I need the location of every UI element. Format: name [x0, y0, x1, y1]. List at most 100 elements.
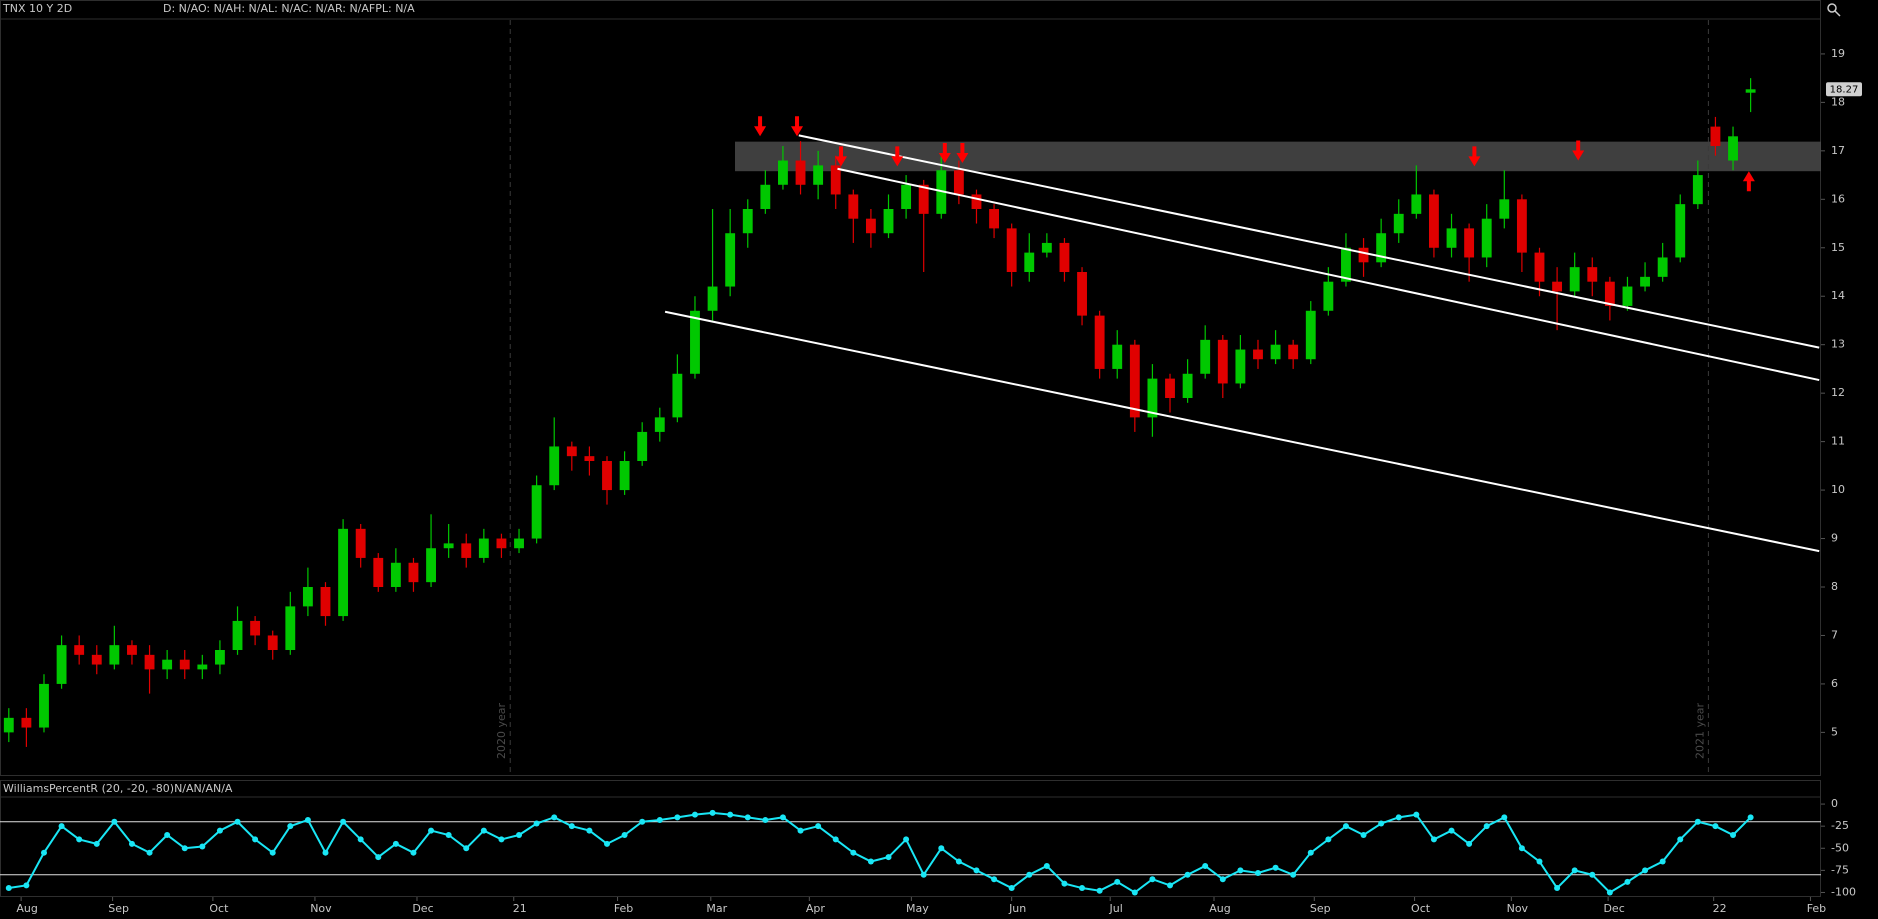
signal-arrow — [1468, 146, 1481, 167]
indicator-point — [76, 836, 83, 843]
indicator-point — [973, 867, 980, 874]
y-tick-label: 13 — [1831, 338, 1845, 351]
candle-body — [1041, 242, 1052, 253]
indicator-point — [1536, 858, 1543, 865]
candle-body — [285, 606, 296, 650]
y-tick-label: 16 — [1831, 192, 1845, 205]
indicator-point — [516, 832, 523, 839]
indicator-point — [815, 823, 822, 830]
x-tick-label: Dec — [412, 902, 433, 915]
indicator-point — [551, 814, 558, 821]
candle-body — [971, 194, 982, 209]
indicator-point — [1342, 823, 1349, 830]
candle-body — [514, 538, 524, 549]
candle-body — [1481, 218, 1492, 258]
indicator-point — [1360, 832, 1367, 839]
indicator-point — [1061, 880, 1068, 887]
chart-title: TNX 10 Y 2D — [2, 2, 72, 15]
candle-body — [3, 717, 14, 733]
candle-body — [1411, 194, 1422, 214]
candle-body — [56, 645, 67, 684]
candle-body — [197, 664, 208, 670]
indicator-point — [1167, 882, 1174, 889]
y-tick-label: 12 — [1831, 386, 1845, 399]
candle-body — [1323, 281, 1334, 311]
x-tick-label: Aug — [16, 902, 37, 915]
candle-body — [1094, 315, 1105, 369]
indicator-line — [8, 811, 1752, 894]
indicator-point — [146, 849, 153, 856]
candle-body — [232, 620, 243, 650]
candle-body — [1147, 378, 1158, 418]
x-tick-label: 22 — [1713, 902, 1727, 915]
candle-body — [355, 528, 366, 558]
indicator-point — [1518, 845, 1525, 852]
candle-body — [1182, 373, 1193, 398]
indicator-point — [832, 836, 839, 843]
candle-body — [918, 184, 929, 214]
chart-subtitle: D: N/AO: N/AH: N/AL: N/AC: N/AR: N/AFPL:… — [163, 2, 415, 15]
indicator-point — [5, 885, 12, 892]
y-tick-label: 11 — [1831, 435, 1845, 448]
indicator-frame — [0, 780, 1821, 897]
candle-body — [672, 373, 683, 418]
indicator-point — [410, 849, 417, 856]
indicator-point — [604, 840, 610, 847]
y-tick-label: 17 — [1831, 144, 1845, 157]
candle-body — [162, 659, 173, 670]
indicator-point — [885, 854, 892, 861]
indicator-point — [920, 871, 927, 878]
candle-body — [109, 645, 120, 665]
candle-body — [690, 310, 700, 374]
candle-body — [549, 446, 560, 486]
indicator-point — [797, 827, 804, 834]
signal-arrow — [1742, 171, 1755, 192]
candle-body — [1587, 267, 1598, 282]
x-tick-label: Nov — [310, 902, 332, 915]
y-tick-label: 9 — [1831, 532, 1838, 545]
indicator-point — [252, 836, 259, 843]
candle-body — [1165, 378, 1175, 398]
candle-body — [1728, 136, 1738, 161]
x-tick-label: Apr — [806, 902, 826, 915]
indicator-point — [199, 843, 206, 850]
candle-body — [795, 160, 806, 185]
x-tick-label: 21 — [513, 902, 527, 915]
candle-body — [830, 165, 841, 195]
candle-body — [1429, 194, 1439, 248]
indicator-point — [1096, 887, 1103, 894]
candle-body — [531, 485, 542, 539]
indicator-point — [340, 818, 347, 825]
signal-arrow — [891, 146, 904, 167]
y-tick-label: 8 — [1831, 580, 1838, 593]
candle-body — [1464, 228, 1475, 258]
indicator-point — [674, 814, 681, 821]
indicator-point — [463, 845, 470, 852]
indicator-point — [1395, 814, 1402, 821]
candle-body — [1235, 349, 1246, 384]
candle-body — [250, 620, 261, 636]
indicator-point — [709, 809, 716, 816]
candle-body — [1692, 175, 1703, 205]
candle-body — [1376, 233, 1387, 263]
candle-body — [1393, 213, 1404, 234]
indicator-point — [1589, 871, 1596, 878]
candle-body — [1745, 89, 1756, 93]
indicator-point — [181, 845, 188, 852]
indicator-point — [375, 854, 382, 861]
indicator-point — [1325, 836, 1332, 843]
candle-body — [408, 562, 419, 583]
settings-icon[interactable] — [1827, 3, 1841, 17]
indicator-point — [1448, 827, 1455, 834]
signal-arrow — [791, 116, 804, 137]
indicator-point — [111, 818, 118, 825]
indicator-point — [1659, 858, 1666, 865]
indicator-point — [1712, 823, 1719, 830]
indicator-point — [1254, 870, 1261, 877]
x-tick-label: Dec — [1603, 902, 1624, 915]
indicator-point — [93, 840, 100, 847]
icon-gear — [1827, 3, 1837, 13]
candle-body — [953, 170, 964, 195]
indicator-point — [1307, 849, 1314, 856]
